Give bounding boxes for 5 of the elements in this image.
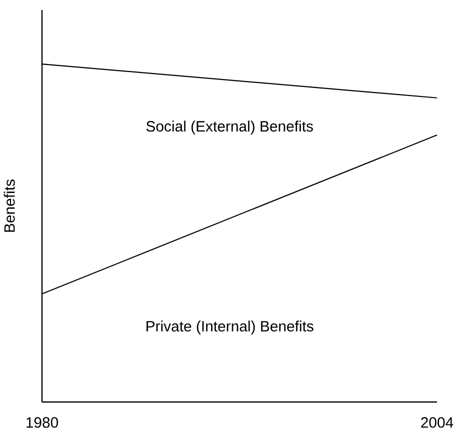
annotation: Social (External) Benefits (146, 120, 313, 135)
y-axis-title: Benefits (4, 180, 15, 232)
x-tick-label: 2004 (421, 417, 454, 428)
x-tick-label: 1980 (26, 417, 58, 428)
annotation: Private (Internal) Benefits (146, 320, 314, 334)
